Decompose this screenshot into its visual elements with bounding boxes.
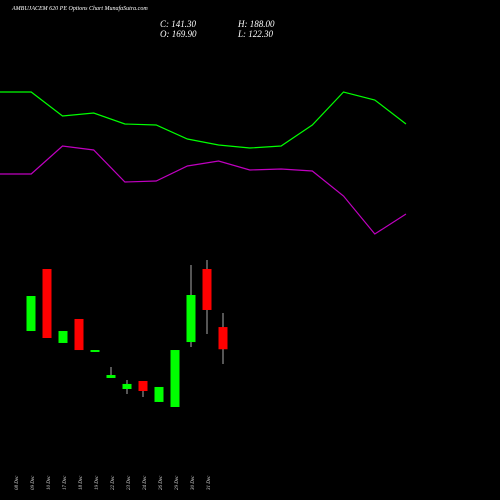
candle-body	[202, 269, 212, 310]
x-tick-label: 30 Dec	[191, 475, 196, 490]
x-tick-label: 22 Dec	[111, 475, 116, 490]
candle-body	[186, 295, 196, 343]
x-tick-label: 24 Dec	[143, 475, 148, 490]
candle-body	[170, 350, 180, 407]
high-label: H: 188.00	[237, 19, 275, 29]
x-tick-label: 19 Dec	[95, 475, 100, 490]
candle-body	[90, 350, 100, 352]
indicator-line	[0, 91, 407, 149]
x-tick-label: 17 Dec	[63, 475, 68, 490]
x-tick-label: 23 Dec	[127, 475, 132, 490]
candle-body	[58, 331, 68, 343]
x-tick-label: 18 Dec	[79, 475, 84, 490]
x-tick-label: 31 Dec	[207, 475, 212, 490]
open-label: O: 169.90	[160, 29, 197, 39]
x-tick-label: 29 Dec	[175, 475, 180, 490]
candle-body	[218, 327, 228, 350]
candle-body	[26, 296, 36, 332]
candle-body	[138, 380, 148, 392]
candle-body	[154, 386, 164, 402]
low-label: L: 122.30	[237, 29, 274, 39]
close-label: C: 141.30	[160, 19, 197, 29]
candle-body	[74, 318, 84, 351]
x-tick-label: 09 Dec	[31, 475, 36, 490]
candle-body	[42, 269, 52, 339]
x-tick-label: 08 Dec	[15, 475, 20, 490]
indicator-line	[0, 145, 407, 235]
x-tick-label: 26 Dec	[159, 475, 164, 490]
chart-title: AMBUJACEM 620 PE Options Chart MunafaSut…	[11, 5, 148, 12]
x-tick-label: 10 Dec	[47, 475, 52, 490]
candle-body	[106, 375, 116, 378]
candle-body	[122, 383, 132, 389]
